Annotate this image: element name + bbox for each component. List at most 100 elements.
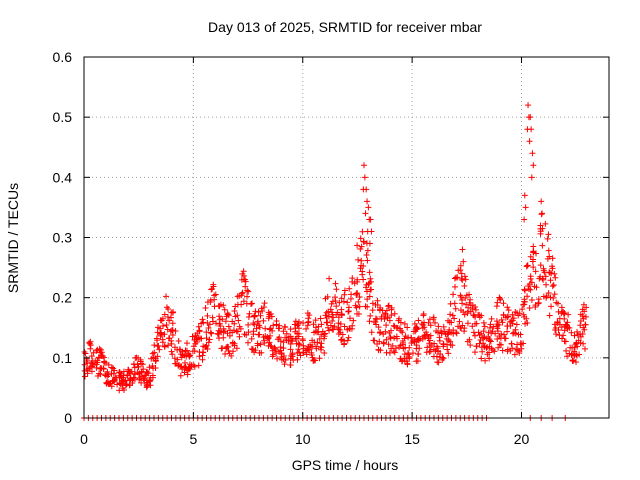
data-point — [164, 314, 171, 321]
data-point — [276, 325, 283, 332]
data-point — [497, 295, 504, 302]
data-point — [406, 353, 413, 360]
data-point — [346, 285, 353, 292]
data-point — [427, 332, 434, 339]
data-point — [121, 378, 128, 385]
data-point — [388, 306, 395, 313]
data-point — [267, 342, 274, 349]
data-point — [272, 345, 279, 352]
data-point — [423, 331, 430, 338]
data-point — [548, 303, 555, 310]
data-point — [487, 338, 494, 345]
data-point — [303, 351, 310, 358]
data-point — [159, 336, 166, 343]
data-point — [480, 328, 487, 335]
data-point — [363, 251, 370, 258]
data-point — [367, 278, 374, 285]
data-point — [182, 359, 189, 366]
data-point — [364, 257, 371, 264]
data-point — [543, 293, 550, 300]
data-point — [295, 321, 302, 328]
data-point — [334, 309, 341, 316]
data-point — [580, 301, 587, 308]
data-point — [206, 336, 213, 343]
data-point — [414, 325, 421, 332]
data-point — [456, 318, 463, 325]
data-point — [535, 299, 542, 306]
data-point — [355, 311, 362, 318]
data-point — [253, 325, 260, 332]
data-point — [233, 328, 240, 335]
data-point — [196, 328, 203, 335]
data-point — [545, 247, 552, 254]
data-point — [527, 114, 534, 121]
data-point — [154, 353, 161, 360]
data-point — [382, 310, 389, 317]
data-point — [532, 304, 539, 311]
data-point — [448, 319, 455, 326]
data-point — [341, 340, 348, 347]
data-point — [308, 349, 315, 356]
data-point — [525, 282, 532, 289]
data-point — [364, 247, 371, 254]
data-point — [431, 319, 438, 326]
data-point — [523, 263, 530, 270]
data-point — [161, 331, 168, 338]
data-point — [345, 304, 352, 311]
data-point — [573, 358, 580, 365]
data-point — [86, 340, 93, 347]
data-point — [521, 192, 528, 199]
data-point — [493, 318, 500, 325]
data-point — [311, 339, 318, 346]
data-point — [254, 318, 261, 325]
data-point — [88, 368, 95, 375]
data-point — [451, 283, 458, 290]
data-point — [257, 341, 264, 348]
data-point — [436, 337, 443, 344]
data-point — [494, 321, 501, 328]
data-point — [458, 270, 465, 277]
data-point — [359, 228, 366, 235]
data-point — [406, 344, 413, 351]
data-point — [397, 342, 404, 349]
data-point — [469, 323, 476, 330]
data-point — [281, 361, 288, 368]
data-point — [93, 347, 100, 354]
data-point — [504, 304, 511, 311]
data-point — [440, 355, 447, 362]
data-point — [549, 255, 556, 262]
data-point — [542, 220, 549, 227]
data-point — [164, 326, 171, 333]
data-point — [324, 319, 331, 326]
data-point — [495, 344, 502, 351]
data-point — [487, 324, 494, 331]
data-point — [195, 323, 202, 330]
data-point — [494, 328, 501, 335]
data-point — [335, 324, 342, 331]
data-point — [551, 291, 558, 298]
data-point — [453, 330, 460, 337]
data-point — [362, 284, 369, 291]
data-point — [277, 344, 284, 351]
data-point — [532, 268, 539, 275]
data-point — [191, 363, 198, 370]
data-point — [81, 373, 88, 380]
data-point — [509, 345, 516, 352]
data-point — [82, 350, 89, 357]
data-point — [261, 340, 268, 347]
data-point — [438, 330, 445, 337]
data-point — [221, 306, 228, 313]
data-point — [481, 323, 488, 330]
data-point — [185, 365, 192, 372]
data-point — [513, 321, 520, 328]
data-point — [367, 275, 374, 282]
data-point — [434, 347, 441, 354]
data-point — [216, 320, 223, 327]
data-point — [473, 343, 480, 350]
data-point — [256, 322, 263, 329]
data-point — [205, 325, 212, 332]
data-point — [404, 350, 411, 357]
data-point — [430, 316, 437, 323]
data-point — [434, 329, 441, 336]
data-point — [252, 347, 259, 354]
